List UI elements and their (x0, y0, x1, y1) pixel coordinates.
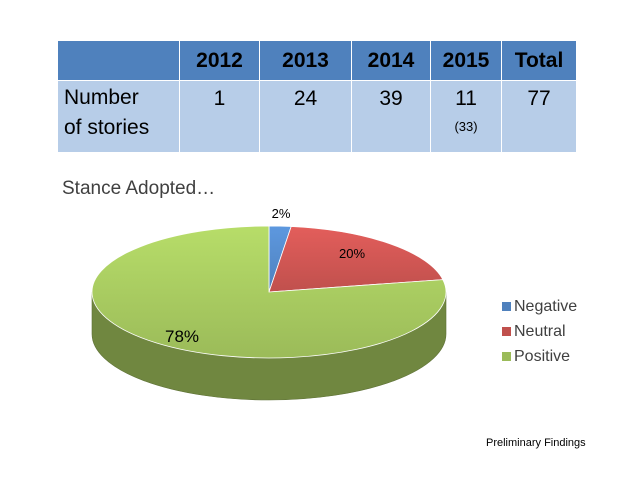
row-label-line-2: of stories (64, 116, 150, 139)
value-2014: 39 (379, 87, 403, 110)
value-cell-total: 77 (501, 80, 577, 153)
value-cell-2014: 39 (351, 80, 431, 153)
header-cell-total: Total (501, 40, 577, 81)
row-label-cell: Number of stories (57, 80, 180, 153)
legend-label-neutral: Neutral (514, 323, 566, 340)
legend-swatch-negative (502, 302, 511, 311)
value-cell-2012: 1 (179, 80, 260, 153)
header-cell-empty (57, 40, 180, 81)
value-2012: 1 (213, 87, 226, 110)
legend-label-positive: Positive (514, 348, 570, 365)
stories-table: 2012 2013 2014 2015 Total Number of stor… (57, 40, 577, 153)
chart-title: Stance Adopted… (62, 178, 216, 199)
chart-legend: Negative Neutral Positive (502, 298, 577, 365)
pie-slice-positive (91, 225, 447, 359)
footnote: Preliminary Findings (486, 437, 586, 449)
value-cell-2015: 11 (33) (430, 80, 502, 153)
header-cell-2013: 2013 (259, 40, 352, 81)
pie-top-faces (91, 225, 447, 359)
data-label-neutral: 20% (339, 246, 365, 261)
value-cell-2013: 24 (259, 80, 352, 153)
row-label-line-1: Number (64, 86, 139, 109)
pie-slice-neutral (268, 226, 444, 293)
legend-label-negative: Negative (514, 298, 577, 315)
data-label-negative: 2% (272, 206, 291, 221)
legend-swatch-neutral (502, 327, 511, 336)
value-total: 77 (527, 87, 551, 110)
value-2015: 11 (455, 87, 477, 110)
sub-value-2015: (33) (454, 119, 478, 134)
table-row: Number of stories 1 24 39 11 (33) 77 (57, 80, 577, 153)
data-label-positive: 78% (165, 327, 199, 346)
value-2013: 24 (293, 87, 318, 110)
legend-swatch-positive (502, 352, 511, 361)
table-header-row: 2012 2013 2014 2015 Total (57, 40, 577, 81)
